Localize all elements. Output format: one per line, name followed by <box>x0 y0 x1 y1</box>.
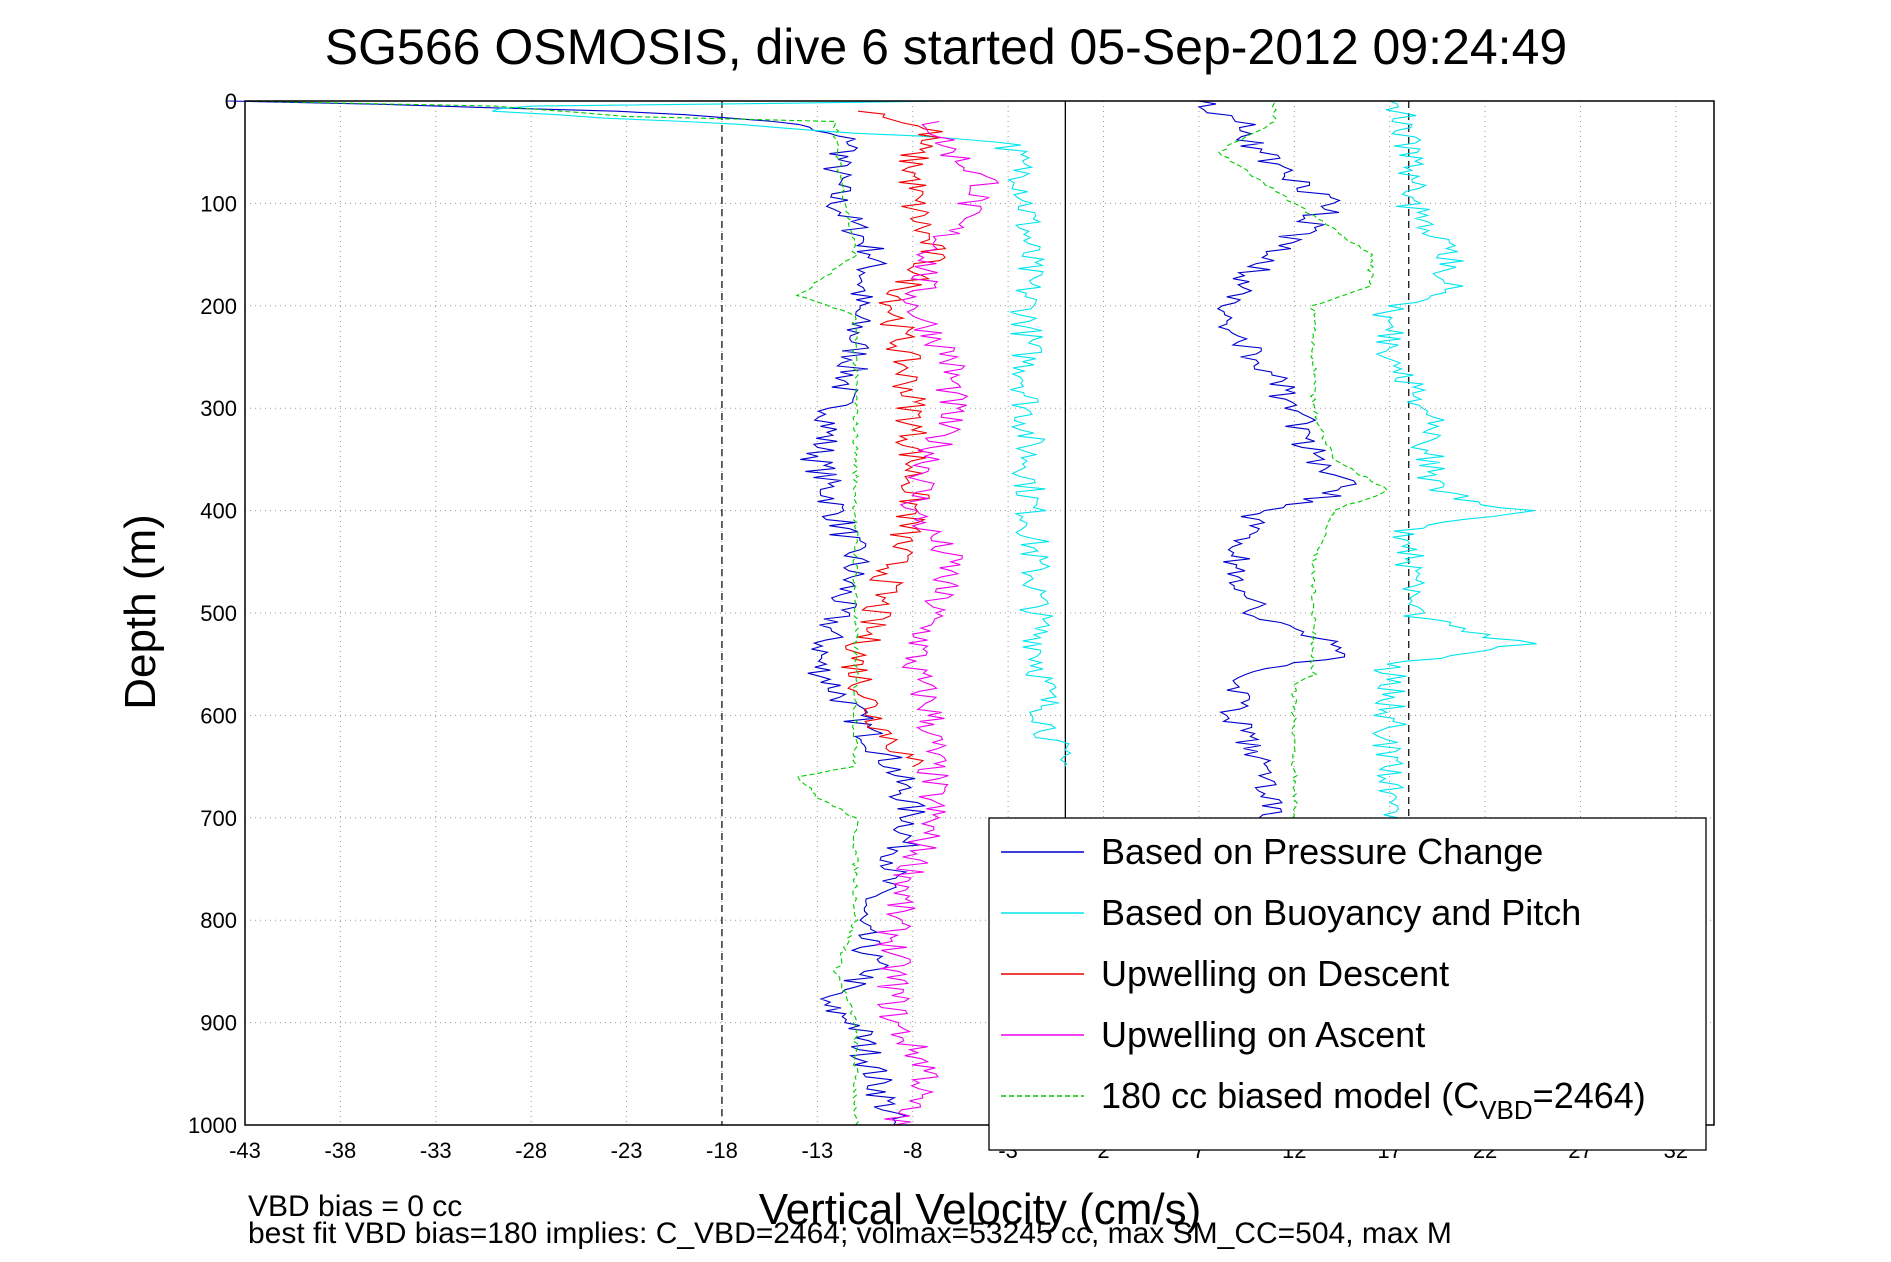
series-line-0 <box>227 100 927 1126</box>
series-line-2 <box>492 100 1072 767</box>
x-tick-label: -8 <box>903 1138 923 1163</box>
series-line-7 <box>1217 100 1388 1126</box>
footer-line-2: best fit VBD bias=180 implies: C_VBD=246… <box>248 1217 1452 1250</box>
y-tick-label: 200 <box>200 294 237 319</box>
y-tick-label: 300 <box>200 396 237 421</box>
x-tick-label: -18 <box>706 1138 738 1163</box>
y-tick-label: 100 <box>200 191 237 216</box>
series-line-4 <box>841 110 947 768</box>
chart-title: SG566 OSMOSIS, dive 6 started 05-Sep-201… <box>325 19 1567 75</box>
series-line-6 <box>245 100 859 1126</box>
x-tick-label: -38 <box>324 1138 356 1163</box>
plot-frame <box>244 100 1715 1126</box>
y-tick-label: 800 <box>200 908 237 933</box>
x-tick-label: -43 <box>229 1138 261 1163</box>
legend-entry-label: Upwelling on Ascent <box>1101 1014 1425 1055</box>
x-axis-label: Vertical Velocity (cm/s) <box>759 1185 1202 1234</box>
y-ticks: 0 100 200 300 400 500 600 700 800 900 1000 <box>188 89 237 1138</box>
y-tick-label: 400 <box>200 499 237 524</box>
y-tick-label: 500 <box>200 601 237 626</box>
x-tick-label: -33 <box>420 1138 452 1163</box>
y-tick-label: 600 <box>200 703 237 728</box>
x-tick-label: -28 <box>515 1138 547 1163</box>
x-tick-label: -13 <box>801 1138 833 1163</box>
legend-entry-label: Based on Pressure Change <box>1101 831 1543 872</box>
y-tick-label: 1000 <box>188 1113 237 1138</box>
y-tick-label: 900 <box>200 1011 237 1036</box>
series-line-5 <box>876 120 1000 1126</box>
series-group <box>227 100 1566 1126</box>
legend-box <box>988 817 1707 1151</box>
legend: Based on Pressure Change Based on Buoyanc… <box>988 817 1707 1151</box>
footer-line-1: VBD bias = 0 cc <box>248 1190 462 1223</box>
legend-entry-label: Upwelling on Descent <box>1101 953 1449 994</box>
y-tick-label: 0 <box>225 89 237 114</box>
legend-entry-label: Based on Buoyancy and Pitch <box>1101 892 1581 933</box>
grid <box>244 100 1714 1126</box>
y-tick-label: 700 <box>200 806 237 831</box>
x-tick-label: -23 <box>611 1138 643 1163</box>
y-axis-label: Depth (m) <box>116 514 165 710</box>
